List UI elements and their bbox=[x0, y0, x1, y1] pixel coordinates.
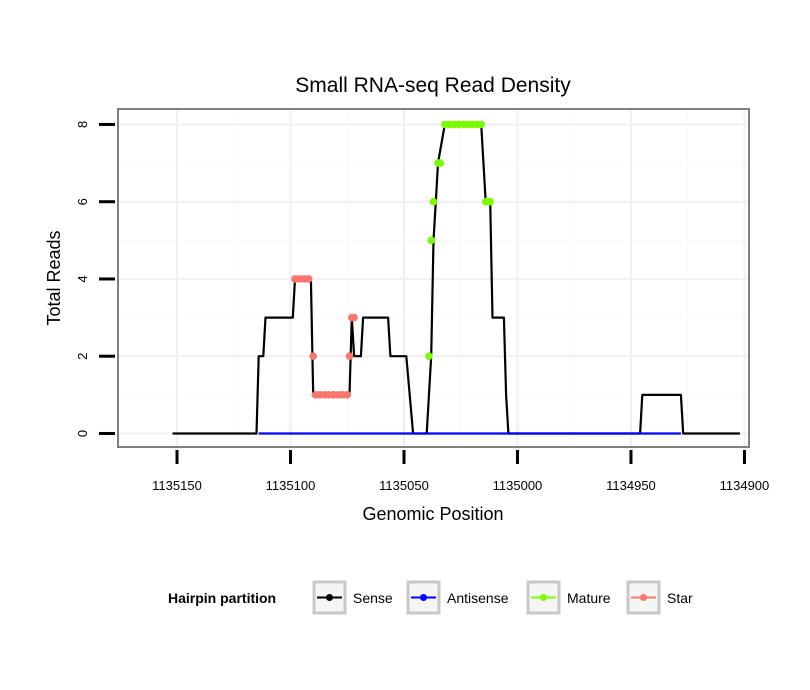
chart-title: Small RNA-seq Read Density bbox=[295, 74, 571, 97]
legend-key-point bbox=[640, 594, 647, 601]
point-mature bbox=[429, 197, 438, 206]
y-axis: 0 2 4 6 8 bbox=[75, 121, 115, 437]
x-tick-label: 1135000 bbox=[493, 478, 543, 493]
legend-key-point bbox=[420, 594, 427, 601]
point-star bbox=[304, 275, 313, 283]
legend-key-point bbox=[326, 594, 333, 601]
legend-label: Mature bbox=[567, 590, 611, 606]
point-star bbox=[345, 352, 354, 361]
x-axis: 1135150 1135100 1135050 1135000 1134950 11349… bbox=[152, 450, 769, 493]
point-mature bbox=[427, 236, 436, 245]
y-tick-label: 6 bbox=[75, 198, 90, 205]
x-tick-label: 1135150 bbox=[152, 478, 202, 493]
legend-item-sense: Sense bbox=[312, 580, 393, 615]
x-tick-label: 1134950 bbox=[606, 478, 656, 493]
y-tick-label: 2 bbox=[75, 353, 90, 360]
x-tick-label: 1135100 bbox=[266, 478, 316, 493]
point-star bbox=[309, 352, 318, 361]
x-tick-label: 1135050 bbox=[379, 478, 429, 493]
legend-label: Sense bbox=[353, 590, 393, 606]
point-mature bbox=[436, 159, 445, 167]
legend-label: Antisense bbox=[447, 590, 509, 606]
legend-item-mature: Mature bbox=[526, 580, 611, 615]
legend: Hairpin partition Sense Antisense Mature St… bbox=[168, 580, 693, 615]
y-tick-label: 8 bbox=[75, 121, 90, 128]
legend-label: Star bbox=[667, 590, 693, 606]
legend-key-point bbox=[540, 594, 547, 601]
x-axis-label: Genomic Position bbox=[362, 504, 503, 524]
series-layer bbox=[172, 120, 740, 435]
point-mature bbox=[477, 120, 485, 129]
point-star bbox=[343, 391, 352, 399]
legend-item-antisense: Antisense bbox=[406, 580, 509, 615]
point-mature bbox=[486, 197, 495, 206]
legend-title: Hairpin partition bbox=[168, 590, 276, 606]
legend-item-star: Star bbox=[626, 580, 693, 615]
y-tick-label: 4 bbox=[75, 275, 90, 282]
point-star bbox=[350, 313, 358, 322]
y-tick-label: 0 bbox=[75, 430, 90, 437]
x-tick-label: 1134900 bbox=[720, 478, 770, 493]
point-mature bbox=[425, 352, 433, 361]
plot-border bbox=[117, 108, 750, 448]
grid-lines bbox=[118, 109, 749, 447]
y-axis-label: Total Reads bbox=[44, 230, 64, 325]
